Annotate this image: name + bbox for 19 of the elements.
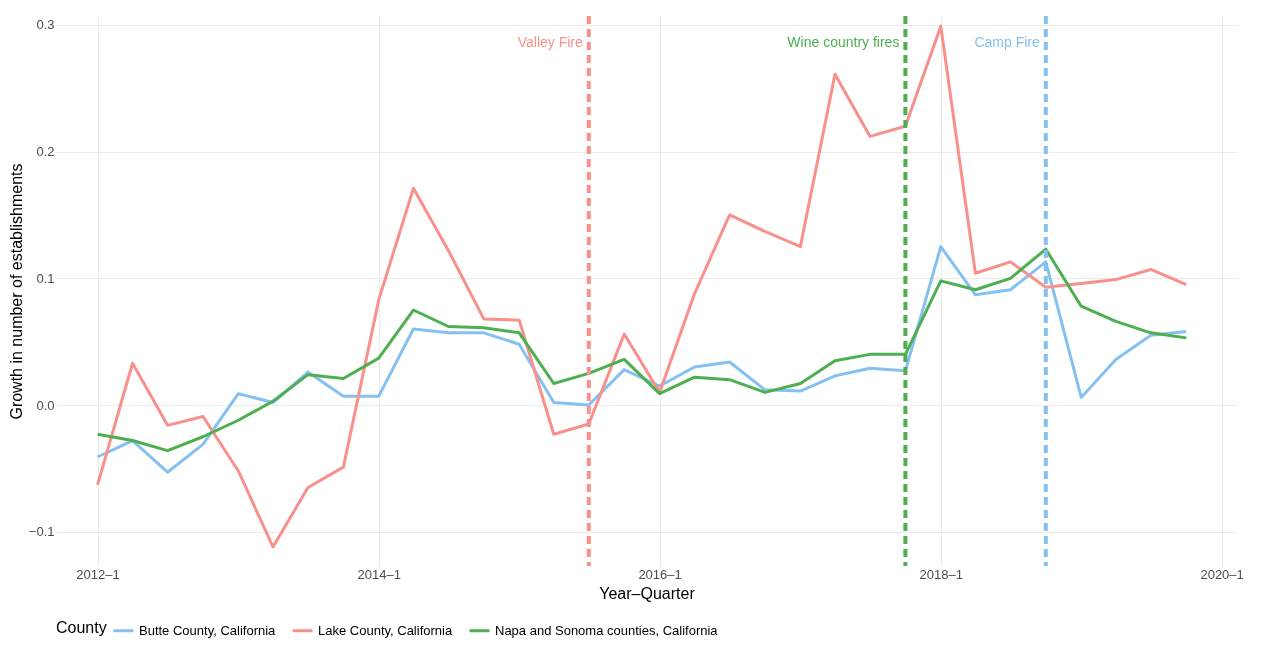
x-tick-label: 2016–1 bbox=[638, 566, 682, 582]
y-tick-label: 0.3 bbox=[36, 17, 55, 33]
x-axis-title: Year–Quarter bbox=[599, 584, 696, 602]
ref-line-label: Valley Fire bbox=[517, 34, 584, 50]
y-tick-label: 0.1 bbox=[36, 270, 55, 286]
legend-label: Napa and Sonoma counties, California bbox=[495, 622, 719, 638]
legend-label: Lake County, California bbox=[318, 622, 453, 638]
ref-line-label: Camp Fire bbox=[974, 34, 1041, 50]
x-tick-label: 2020–1 bbox=[1200, 566, 1244, 582]
legend-title: County bbox=[56, 619, 107, 636]
ref-line-label: Wine country fires bbox=[787, 34, 900, 50]
legend-label: Butte County, California bbox=[139, 622, 277, 638]
x-tick-label: 2014–1 bbox=[357, 566, 401, 582]
x-tick-label: 2018–1 bbox=[919, 566, 963, 582]
y-tick-label: 0.2 bbox=[36, 144, 55, 160]
y-tick-label: −0.1 bbox=[28, 524, 55, 540]
y-tick-label: 0.0 bbox=[36, 397, 55, 413]
x-tick-label: 2012–1 bbox=[76, 566, 120, 582]
y-axis-title: Growth in number of establishments bbox=[7, 163, 25, 420]
